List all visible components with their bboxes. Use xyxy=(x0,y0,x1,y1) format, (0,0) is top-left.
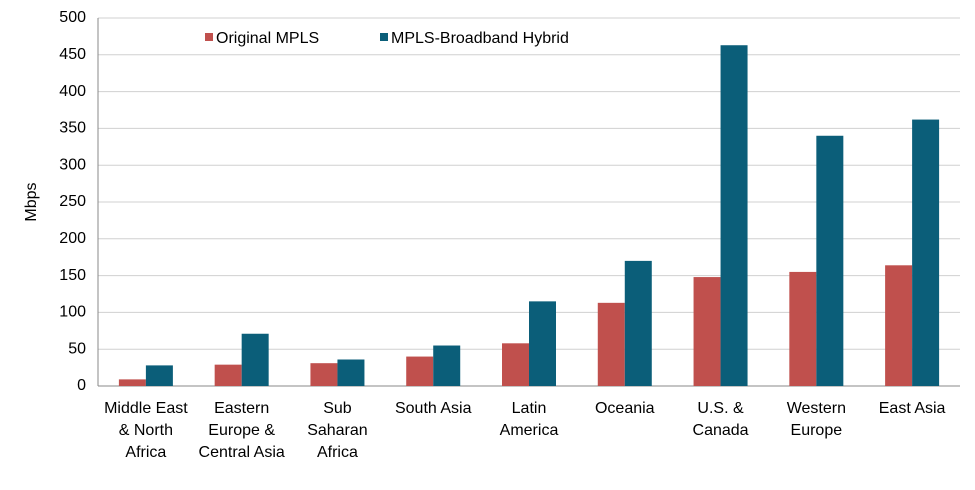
bar xyxy=(693,277,721,386)
bar xyxy=(145,365,173,386)
x-tick-label: Oceania xyxy=(594,400,655,417)
y-tick-label: 100 xyxy=(59,304,86,321)
legend-label: Original MPLS xyxy=(216,30,319,47)
y-tick-label: 450 xyxy=(59,46,86,63)
bar xyxy=(241,333,269,386)
y-tick-label: 250 xyxy=(59,193,86,210)
bar xyxy=(406,356,434,386)
y-tick-label: 150 xyxy=(59,267,86,284)
bar xyxy=(720,45,748,387)
bar xyxy=(529,301,556,386)
x-tick-label: Middle East & North Africa xyxy=(104,400,188,461)
bar xyxy=(597,302,625,386)
bar xyxy=(624,260,652,386)
x-tick-label: Latin America xyxy=(499,400,559,439)
legend-label: MPLS-Broadband Hybrid xyxy=(391,30,569,47)
bar xyxy=(310,363,338,386)
legend-swatch xyxy=(205,33,213,41)
y-tick-label: 500 xyxy=(59,9,86,26)
y-tick-label: 300 xyxy=(59,156,86,173)
y-tick-label: 50 xyxy=(68,340,86,357)
x-tick-label: East Asia xyxy=(878,400,946,417)
legend-swatch xyxy=(380,33,388,41)
bar xyxy=(816,135,844,386)
bar xyxy=(912,119,940,387)
y-axis-label: Mbps xyxy=(23,182,40,221)
bar xyxy=(789,271,817,386)
bar xyxy=(433,345,461,386)
bar xyxy=(118,379,146,386)
bar xyxy=(337,359,365,386)
x-tick-label: Sub Saharan Africa xyxy=(307,400,368,461)
bar xyxy=(214,364,242,386)
y-tick-label: 0 xyxy=(77,377,86,394)
y-tick-label: 400 xyxy=(59,83,86,100)
x-tick-label: U.S. & Canada xyxy=(692,400,749,439)
x-tick-label: Western Europe xyxy=(786,400,846,439)
x-tick-label: South Asia xyxy=(394,400,472,417)
bar xyxy=(885,265,913,386)
y-tick-label: 200 xyxy=(59,230,86,247)
x-tick-label: Eastern Europe & Central Asia xyxy=(198,400,285,461)
bar xyxy=(502,343,529,386)
y-tick-label: 350 xyxy=(59,120,86,137)
